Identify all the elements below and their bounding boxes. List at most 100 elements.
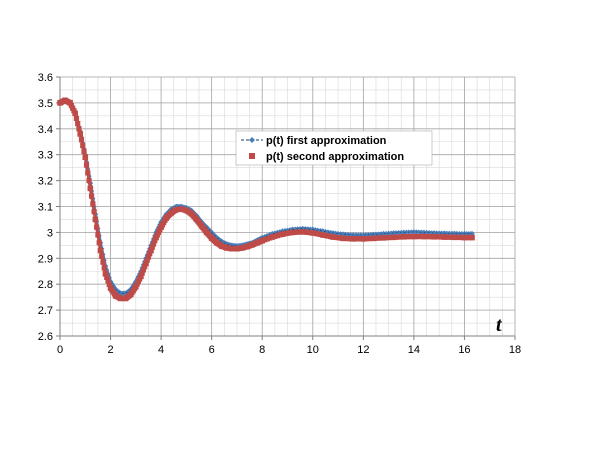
data-point xyxy=(299,225,306,232)
interp-marker xyxy=(100,259,106,265)
data-point xyxy=(279,228,286,234)
interp-marker xyxy=(147,251,153,257)
y-tick-label: 3.2 xyxy=(38,176,53,188)
interp-marker xyxy=(88,193,95,199)
data-point xyxy=(320,228,326,234)
interp-marker xyxy=(96,240,102,246)
y-tick-label: 2.8 xyxy=(38,279,53,291)
interp-marker xyxy=(99,253,105,259)
x-tick-label: 0 xyxy=(57,344,63,356)
interp-marker xyxy=(192,215,198,221)
interp-marker xyxy=(348,236,354,242)
interp-marker xyxy=(140,267,147,273)
interp-marker xyxy=(428,234,435,240)
x-tick-label: 18 xyxy=(509,344,521,356)
interp-marker xyxy=(145,254,152,260)
interp-marker xyxy=(149,244,155,250)
interp-marker xyxy=(408,234,414,240)
interp-marker xyxy=(152,238,158,244)
x-tick-label: 10 xyxy=(307,344,319,356)
interp-marker xyxy=(297,229,303,235)
interp-marker xyxy=(378,235,384,241)
data-point xyxy=(82,154,89,161)
x-axis-label: t xyxy=(496,314,503,336)
y-tick-label: 3.6 xyxy=(38,72,53,84)
interp-marker xyxy=(91,209,97,215)
legend-marker xyxy=(249,137,255,143)
interp-marker xyxy=(101,265,107,271)
interp-marker xyxy=(317,231,323,238)
x-tick-label: 8 xyxy=(259,344,265,356)
interp-marker xyxy=(297,226,303,232)
interp-marker xyxy=(150,241,157,247)
x-tick-label: 14 xyxy=(408,344,420,356)
legend: p(t) first approximation p(t) second appr… xyxy=(235,130,433,166)
interp-marker xyxy=(459,234,465,241)
x-tick-label: 6 xyxy=(209,344,215,356)
interp-marker xyxy=(403,229,409,235)
interp-marker xyxy=(139,270,145,276)
y-tick-label: 3.1 xyxy=(38,202,53,214)
interp-marker xyxy=(197,221,203,227)
x-tick-label: 16 xyxy=(458,344,470,356)
legend-label: p(t) second approximation xyxy=(266,151,404,163)
x-tick-label: 4 xyxy=(158,344,164,356)
y-tick-label: 3 xyxy=(47,227,53,239)
y-axis-tick-labels: 2.6 2.7 2.8 2.9 3 3.1 3.2 3.3 3.4 3.5 3.6 xyxy=(38,72,53,343)
interp-marker xyxy=(307,230,313,236)
interp-marker xyxy=(157,227,163,233)
interp-marker xyxy=(267,235,273,241)
interp-marker xyxy=(66,99,72,105)
legend-item-2: p(t) second approximation xyxy=(249,151,404,163)
x-tick-label: 2 xyxy=(107,344,113,356)
interp-marker xyxy=(106,281,112,288)
interp-marker xyxy=(137,276,143,282)
y-tick-label: 2.7 xyxy=(38,305,53,317)
interp-marker xyxy=(142,264,148,270)
y-tick-label: 3.4 xyxy=(38,124,53,136)
interp-marker xyxy=(104,274,110,281)
interp-marker xyxy=(81,148,87,155)
axes xyxy=(56,76,516,340)
interp-marker xyxy=(90,201,96,207)
interp-marker xyxy=(83,162,90,168)
interp-marker xyxy=(126,292,133,299)
interp-marker xyxy=(398,234,404,240)
data-point xyxy=(411,229,417,235)
interp-marker xyxy=(467,234,473,241)
y-tick-label: 2.6 xyxy=(38,331,53,343)
data-point xyxy=(92,216,99,223)
x-tick-label: 12 xyxy=(357,344,369,356)
interp-marker xyxy=(94,224,100,230)
data-point xyxy=(148,247,154,254)
interp-marker xyxy=(162,217,168,224)
interp-marker xyxy=(85,170,91,176)
x-axis-tick-labels: 0 2 4 6 8 10 12 14 16 18 xyxy=(57,344,521,356)
interp-marker xyxy=(86,178,92,184)
data-point xyxy=(97,247,104,254)
interp-marker xyxy=(258,238,264,244)
interp-marker xyxy=(95,232,101,238)
y-tick-label: 3.3 xyxy=(38,150,53,162)
interp-marker xyxy=(327,233,334,240)
interp-marker xyxy=(388,234,394,241)
legend-label: p(t) first approximation xyxy=(266,135,387,147)
interp-marker xyxy=(449,234,455,240)
legend-box xyxy=(235,130,433,166)
interp-marker xyxy=(388,230,394,236)
interp-marker xyxy=(287,230,293,236)
interp-marker xyxy=(105,278,111,284)
data-point xyxy=(143,260,149,267)
legend-marker xyxy=(249,153,255,159)
y-tick-label: 3.5 xyxy=(38,98,53,110)
y-tick-label: 2.9 xyxy=(38,253,53,265)
interp-marker xyxy=(418,233,425,240)
interp-marker xyxy=(358,236,364,242)
interp-marker xyxy=(408,229,414,235)
interp-marker xyxy=(131,286,138,292)
data-point xyxy=(340,231,346,238)
series-2 xyxy=(57,97,475,302)
legend-item-1: p(t) first approximation xyxy=(241,135,387,147)
interp-marker xyxy=(80,143,86,149)
